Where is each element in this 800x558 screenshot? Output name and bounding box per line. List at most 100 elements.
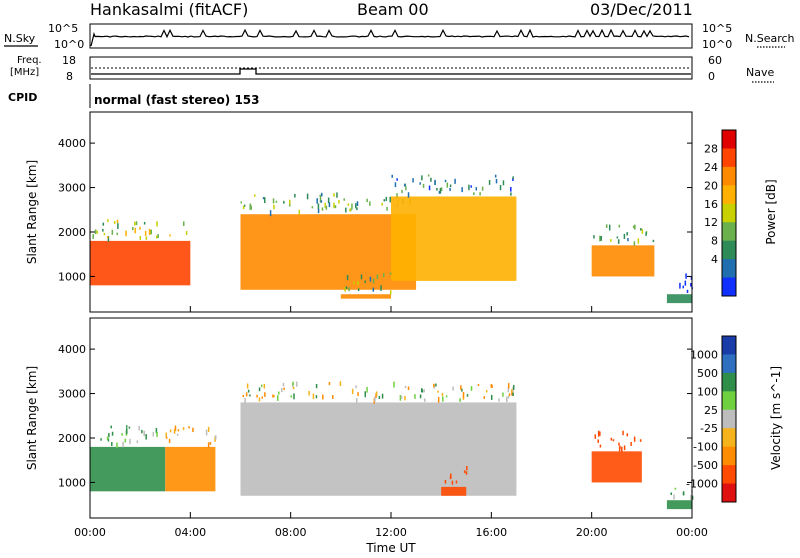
velocity-speckle (512, 385, 515, 390)
velocity-colorbar-tick: 25 (704, 404, 718, 417)
velocity-speckle (351, 388, 354, 395)
velocity-colorbar-tick: 1000 (690, 348, 718, 361)
power-speckle (240, 201, 243, 204)
velocity-speckle (618, 446, 621, 452)
power-speckle (617, 239, 620, 244)
power-colorbar-label: Power [dB] (764, 179, 778, 244)
velocity-speckle (459, 398, 461, 402)
power-speckle (148, 228, 151, 235)
power-speckle (249, 203, 251, 210)
velocity-speckle (451, 480, 454, 485)
power-speckle (321, 207, 324, 211)
velocity-speckle (375, 391, 378, 396)
velocity-speckle (610, 437, 613, 441)
power-speckle (438, 190, 441, 194)
velocity-speckle (143, 430, 145, 437)
velocity-data (90, 381, 694, 510)
velocity-speckle (597, 439, 599, 443)
velocity-speckle (442, 396, 444, 402)
freq-label-1: Freq. (17, 55, 42, 66)
power-colorbar-tick: 8 (711, 235, 718, 248)
x-axis-label: Time UT (365, 541, 416, 554)
velocity-speckle (512, 392, 514, 396)
power-cell-1 (240, 214, 417, 290)
velocity-speckle (407, 386, 410, 390)
velocity-speckle (507, 395, 510, 399)
power-speckle (111, 229, 114, 235)
power-speckle (116, 232, 118, 236)
velocity-speckle (205, 429, 208, 436)
x-tick-label: 12:00 (375, 526, 407, 539)
power-speckle (599, 235, 601, 242)
velocity-speckle (511, 390, 513, 396)
velocity-speckle (116, 442, 118, 449)
velocity-speckle (419, 394, 422, 399)
power-speckle (135, 221, 138, 226)
velocity-speckle (404, 396, 406, 401)
freq-panel (89, 56, 693, 80)
power-speckle (145, 236, 148, 240)
velocity-speckle (121, 433, 123, 436)
velocity-speckle (393, 381, 395, 388)
nsky-label: N.Sky (4, 32, 36, 45)
power-speckle (608, 224, 611, 231)
power-speckle (610, 239, 612, 242)
power-speckle (618, 224, 621, 228)
velocity-speckle (111, 442, 113, 447)
power-speckle (446, 182, 449, 188)
power-speckle (324, 202, 326, 208)
power-speckle (328, 202, 331, 208)
power-speckle (106, 236, 109, 239)
velocity-speckle (328, 381, 331, 386)
power-speckle (512, 176, 514, 180)
velocity-speckle (145, 434, 147, 440)
power-speckle (376, 274, 379, 280)
power-speckle (383, 199, 386, 202)
velocity-speckle (357, 392, 359, 396)
power-speckle (461, 187, 463, 193)
velocity-ytick-label: 2000 (58, 432, 86, 445)
power-speckle (419, 182, 421, 185)
power-y-axis: 1000 2000 3000 4000 (58, 137, 692, 283)
velocity-speckle (108, 433, 110, 438)
power-speckle (356, 207, 358, 211)
velocity-speckle (322, 394, 324, 400)
power-speckle (336, 192, 338, 198)
power-speckle (403, 184, 406, 187)
velocity-speckle (182, 427, 185, 431)
velocity-speckle (599, 431, 601, 436)
power-speckle (351, 203, 353, 210)
power-speckle (150, 229, 152, 235)
power-speckle (389, 196, 391, 203)
power-speckle (473, 192, 475, 196)
power-speckle (396, 193, 398, 199)
velocity-speckle (633, 436, 636, 442)
velocity-colorbar-swatch (722, 465, 736, 485)
velocity-speckle (141, 429, 143, 434)
power-speckle (283, 200, 285, 204)
velocity-speckle (673, 494, 675, 500)
power-speckle (355, 203, 357, 209)
velocity-speckle (278, 391, 280, 395)
velocity-speckle (400, 395, 403, 399)
power-speckle (449, 184, 452, 188)
power-speckle (449, 187, 451, 191)
power-speckle (92, 234, 94, 239)
beam-title: Beam 00 (357, 0, 429, 19)
power-speckle (273, 204, 275, 210)
power-speckle (366, 198, 368, 203)
power-speckle (396, 178, 398, 181)
freq-tick-top: 18 (62, 54, 76, 67)
velocity-colorbar-tick: 100 (697, 385, 718, 398)
power-speckle (510, 186, 512, 192)
velocity-speckle (691, 495, 694, 500)
power-ytick-label: 1000 (58, 270, 86, 283)
power-speckle (372, 287, 375, 292)
velocity-speckle (165, 432, 168, 438)
velocity-speckle (461, 388, 463, 392)
velocity-colorbar-swatch (722, 372, 736, 392)
power-speckle (381, 202, 383, 206)
velocity-speckle (463, 470, 466, 474)
velocity-colorbar: 1000 500 100 25 -25 -100 -500 -1000 (686, 335, 737, 503)
power-colorbar-swatch (722, 166, 736, 186)
